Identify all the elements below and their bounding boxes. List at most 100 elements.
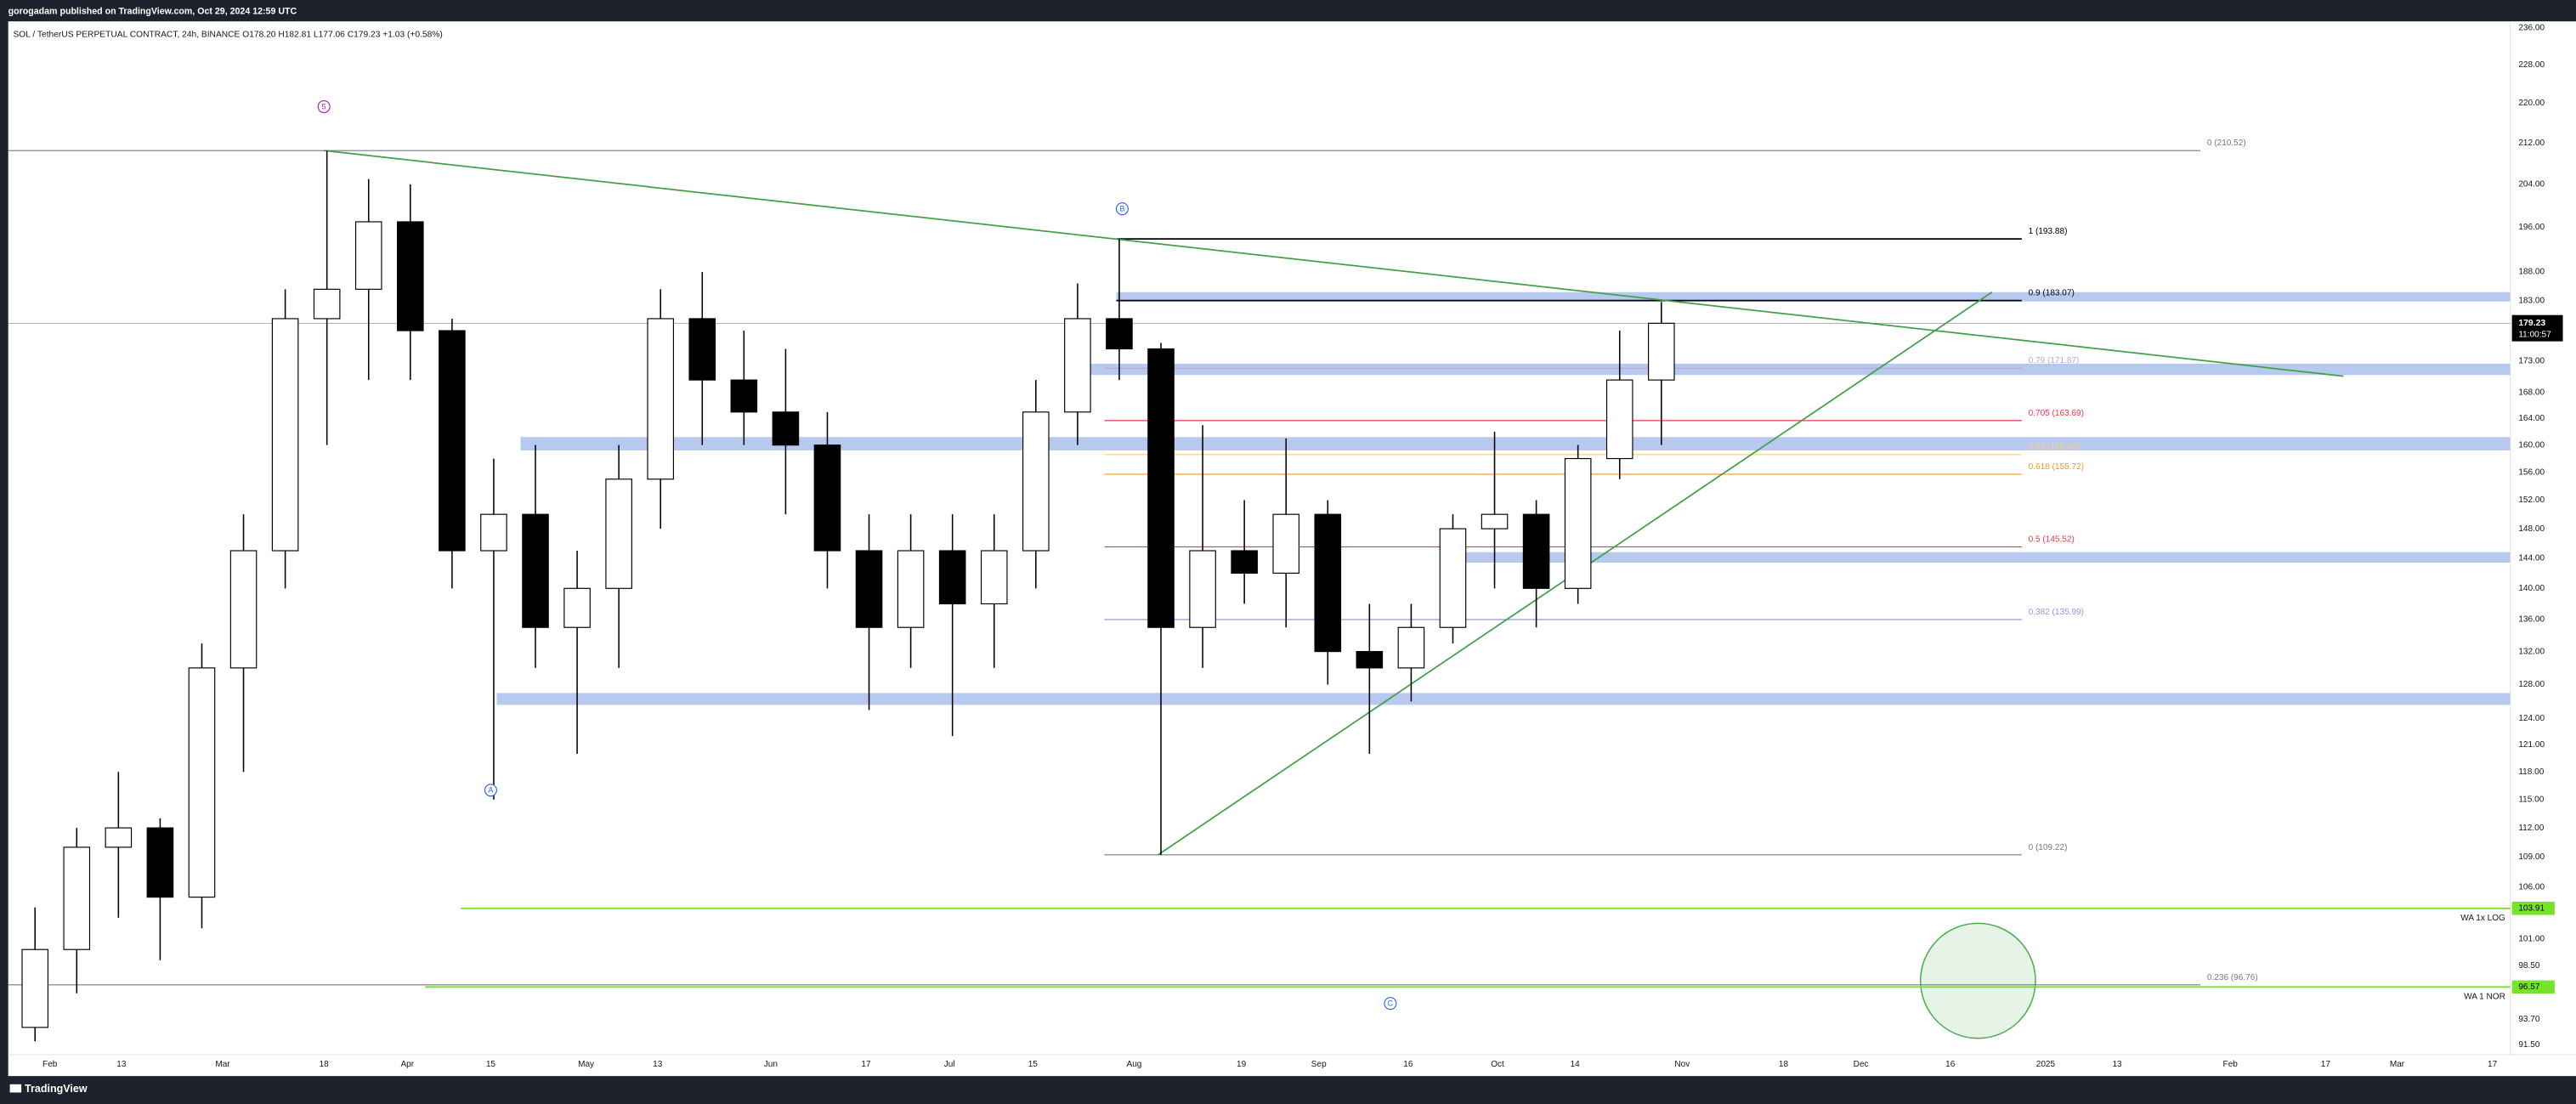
y-tick-label: 212.00 [2518, 139, 2545, 148]
footer-logo: TradingView [9, 1083, 88, 1095]
candle-body [1480, 513, 1509, 529]
fib-level-label: 0.79 (171.87) [2029, 356, 2080, 365]
bottom-bar [0, 1076, 2576, 1104]
candle-body [688, 318, 716, 381]
x-tick-label: Nov [1674, 1060, 1690, 1069]
candle-body [1272, 513, 1300, 574]
y-tick-label: 118.00 [2518, 767, 2544, 777]
candle-body [563, 587, 591, 628]
y-tick-label: 173.00 [2518, 357, 2545, 366]
y-tick-label: 91.50 [2518, 1040, 2540, 1050]
top-bar [0, 0, 2576, 22]
zone [1443, 552, 2511, 563]
fib-level-label: 0.382 (135.99) [2029, 608, 2084, 617]
candle-body [1648, 322, 1675, 381]
y-tick-label: 98.50 [2518, 961, 2540, 971]
y-tick-label: 188.00 [2518, 268, 2545, 277]
y-tick-label: 148.00 [2518, 524, 2545, 534]
fib-level-label: 0 (210.52) [2207, 139, 2246, 148]
y-tick-label: 106.00 [2518, 882, 2545, 892]
x-tick-label: Apr [400, 1060, 414, 1069]
zone [496, 693, 2511, 705]
wave-label: 5 [322, 102, 326, 110]
y-tick-label: 124.00 [2518, 714, 2545, 723]
wa-label: WA 1x LOG [2460, 914, 2505, 923]
x-tick-label: Mar [215, 1060, 230, 1069]
x-tick-label: 13 [653, 1060, 663, 1069]
y-tick-label: 128.00 [2518, 680, 2545, 689]
candle-body [1022, 411, 1050, 552]
y-tick-label: 168.00 [2518, 388, 2545, 398]
y-tick-label: 164.00 [2518, 414, 2545, 423]
candle-body [105, 827, 133, 848]
y-tick-label: 156.00 [2518, 467, 2545, 477]
zone [520, 437, 2511, 451]
candle-body [1397, 626, 1425, 669]
logo-mark [9, 1084, 22, 1093]
fib-level-label: 0.618 (155.72) [2029, 462, 2084, 472]
wave-label-circle [317, 100, 331, 114]
candle-body [897, 550, 925, 628]
fib-level-label: 0.705 (163.69) [2029, 409, 2084, 418]
y-tick-label: 196.00 [2518, 223, 2545, 232]
zone [1068, 363, 2511, 376]
candle-body [980, 550, 1008, 605]
y-tick-label: 144.00 [2518, 553, 2545, 563]
zone [1116, 292, 2511, 302]
x-tick-label: 16 [1945, 1060, 1956, 1069]
left-border [0, 0, 8, 1104]
trendline [324, 150, 2344, 377]
plot-area: 0 (210.52) 1 (193.88) 0.9 (183.07) 0.79 (17… [8, 100, 2511, 1042]
y-tick-label: 228.00 [2518, 60, 2545, 70]
wa-label: WA 1 NOR [2464, 993, 2505, 1002]
x-tick-label: Dec [1854, 1060, 1869, 1069]
candle-body [605, 478, 632, 589]
last-price-label: 179.23 [2518, 319, 2545, 328]
y-tick-label: 140.00 [2518, 584, 2545, 593]
y-tick-label: 152.00 [2518, 495, 2545, 505]
candle-body [63, 846, 91, 950]
wave-label-circle [1384, 997, 1397, 1011]
candle-body [354, 221, 382, 290]
candle-body [1314, 513, 1342, 653]
candle-body [397, 221, 424, 331]
y-tick-label: 115.00 [2518, 795, 2544, 804]
y-tick-label: 121.00 [2518, 740, 2545, 750]
x-tick-label: 16 [1403, 1060, 1413, 1069]
candle-body [1231, 550, 1258, 574]
x-tick-label: Feb [2223, 1060, 2239, 1069]
fib-level-label: 0.9 (183.07) [2029, 289, 2075, 298]
y-tick-label: 136.00 [2518, 615, 2545, 625]
candle-body [313, 288, 341, 320]
y-tick-label: 236.00 [2518, 24, 2545, 33]
candle-body [647, 318, 675, 480]
candle-body [1147, 348, 1175, 628]
y-tick-label: 183.00 [2518, 297, 2545, 306]
y-tick-label: 220.00 [2518, 99, 2545, 108]
candle-body [1564, 457, 1592, 589]
candle-body [1605, 379, 1633, 460]
candle-body [146, 827, 174, 898]
y-tick-label: 160.00 [2518, 440, 2545, 450]
x-tick-label: Mar [2390, 1060, 2405, 1069]
x-tick-label: Feb [42, 1060, 58, 1069]
candle-body [229, 550, 258, 669]
y-tick-label: 109.00 [2518, 852, 2545, 862]
highlight-circle [1919, 922, 2036, 1039]
symbol-info: SOL / TetherUS PERPETUAL CONTRACT, 24h, … [13, 30, 442, 39]
candle-body [1356, 651, 1384, 669]
x-tick-label: 15 [486, 1060, 496, 1069]
x-tick-label: 18 [320, 1060, 330, 1069]
fib-level-label: 1 (193.88) [2029, 227, 2068, 236]
candle-body [730, 379, 758, 413]
axes: 236.00 228.00 220.00 212.00 204.00 196.00 188.… [42, 24, 2563, 1069]
x-tick-label: Oct [1491, 1060, 1504, 1069]
candle-body [1189, 550, 1216, 628]
x-tick-label: 18 [1779, 1060, 1789, 1069]
candle-body [1439, 528, 1467, 628]
wave-label-circle [484, 784, 497, 797]
candle-body [1106, 318, 1133, 350]
x-tick-label: May [578, 1060, 594, 1069]
candle-body [772, 411, 800, 446]
wave-label: B [1119, 205, 1124, 213]
